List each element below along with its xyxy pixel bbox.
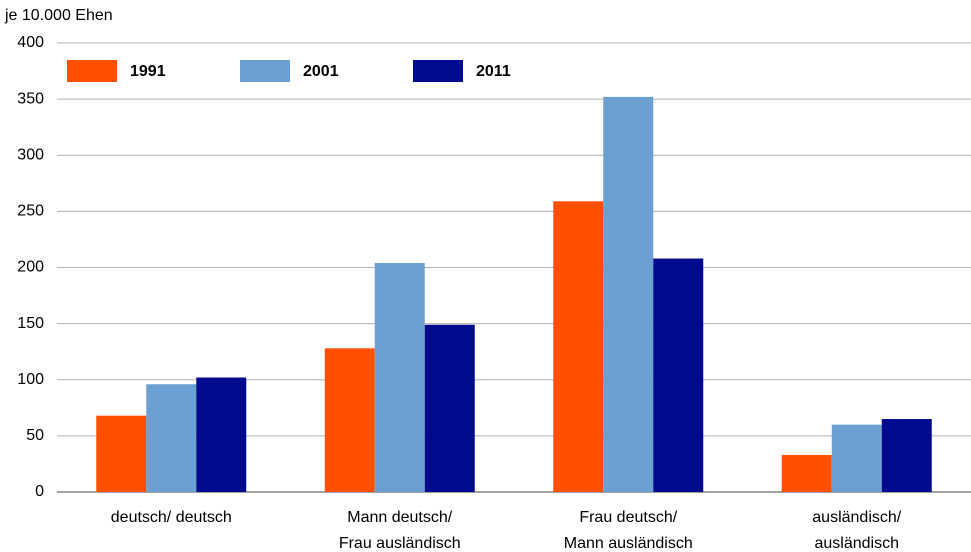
bar	[324, 348, 375, 492]
x-tick-label: deutsch/ deutsch	[111, 509, 232, 526]
bar	[553, 201, 604, 492]
legend-label: 2011	[476, 63, 511, 80]
bar	[831, 424, 882, 492]
x-tick-label: ausländisch/ausländisch	[812, 509, 902, 552]
x-tick-label: Mann deutsch/Frau ausländisch	[339, 509, 461, 552]
axis-label: je 10.000 Ehen	[4, 7, 113, 24]
bar	[196, 377, 247, 492]
y-tick-label: 50	[26, 427, 44, 444]
y-tick-label: 100	[17, 371, 44, 388]
bar	[603, 96, 654, 492]
y-tick-label: 350	[17, 90, 44, 107]
legend-swatch	[413, 60, 463, 82]
y-tick-label: 200	[17, 259, 44, 276]
legend-swatch	[67, 60, 117, 82]
x-tick-label: Frau deutsch/Mann ausländisch	[564, 509, 693, 552]
bar	[96, 415, 147, 492]
legend-label: 2001	[303, 63, 339, 80]
legend-label: 1991	[130, 63, 166, 80]
bar	[653, 258, 704, 492]
y-tick-label: 0	[35, 483, 44, 500]
bar	[374, 263, 425, 492]
legend-swatch	[240, 60, 290, 82]
bar	[781, 454, 832, 492]
y-tick-label: 400	[17, 34, 44, 51]
bar	[424, 324, 475, 492]
y-tick-label: 250	[17, 203, 44, 220]
y-tick-label: 150	[17, 315, 44, 332]
bar	[146, 384, 197, 492]
bar	[881, 419, 932, 492]
y-tick-label: 300	[17, 146, 44, 163]
